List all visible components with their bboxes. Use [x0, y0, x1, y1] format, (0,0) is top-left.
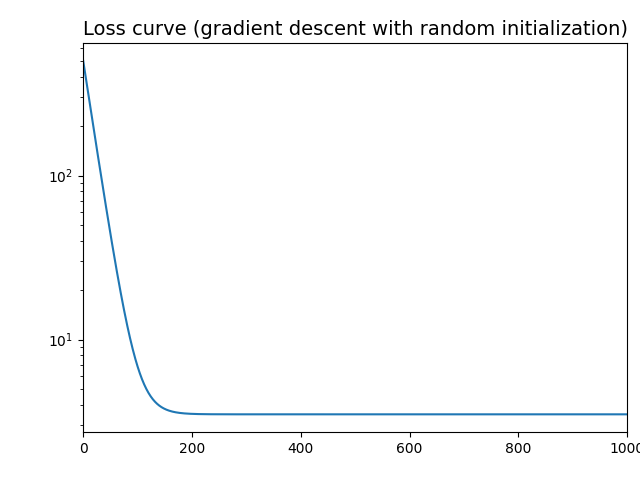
Text: Loss curve (gradient descent with random initialization): Loss curve (gradient descent with random… — [83, 20, 628, 39]
